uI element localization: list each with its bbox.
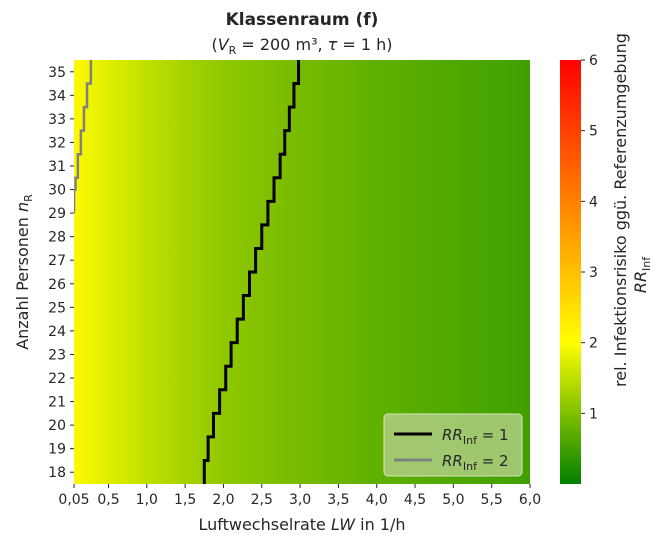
x-tick-label: 2,5 xyxy=(251,492,273,508)
x-tick-label: 0,5 xyxy=(97,492,119,508)
x-tick-label: 3,5 xyxy=(327,492,349,508)
y-tick-label: 23 xyxy=(48,347,66,363)
y-tick-label: 34 xyxy=(48,88,66,104)
y-tick-label: 21 xyxy=(48,395,66,411)
colorbar-tick-label: 5 xyxy=(589,124,598,140)
y-tick-label: 27 xyxy=(48,253,66,269)
legend: RRInf = 1 RRInf = 2 xyxy=(383,413,523,477)
colorbar-tick-label: 3 xyxy=(589,265,598,281)
x-tick-label: 0,05 xyxy=(58,492,89,508)
contour-lines xyxy=(74,60,301,484)
y-tick-label: 32 xyxy=(48,135,66,151)
colorbar-label-line1: rel. Infektionsrisiko ggü. Referenzumgeb… xyxy=(611,33,630,387)
y-tick-label: 30 xyxy=(48,183,66,199)
x-tick-label: 3,0 xyxy=(289,492,311,508)
y-tick-label: 26 xyxy=(48,277,66,293)
y-axis-label: Anzahl Personen nR xyxy=(13,194,35,350)
y-tick-label: 25 xyxy=(48,300,66,316)
colorbar-tick-label: 2 xyxy=(589,336,598,352)
y-tick-label: 35 xyxy=(48,65,66,81)
contour-line-2 xyxy=(74,60,93,214)
colorbar-label-line2: RRInf xyxy=(631,256,653,293)
x-axis-label: Luftwechselrate LW in 1/h xyxy=(198,515,405,534)
y-axis-ticks: 18 19 20 21 22 23 24 25 26 27 28 29 30 31 32 33 34 35 xyxy=(48,65,74,481)
y-tick-label: 33 xyxy=(48,112,66,128)
x-tick-label: 4,5 xyxy=(404,492,426,508)
y-tick-label: 28 xyxy=(48,230,66,246)
colorbar-ticks: 1 2 3 4 5 6 xyxy=(581,53,598,422)
legend-label-rr1: RRInf = 1 xyxy=(442,426,509,447)
x-tick-label: 5,5 xyxy=(481,492,503,508)
chart-subtitle: (VR = 200 m³, τ = 1 h) xyxy=(211,35,392,57)
colorbar-tick-label: 1 xyxy=(589,406,598,422)
x-tick-label: 1,0 xyxy=(136,492,158,508)
x-tick-label: 4,0 xyxy=(366,492,388,508)
x-tick-label: 6,0 xyxy=(519,492,541,508)
colorbar xyxy=(560,60,581,484)
y-tick-label: 22 xyxy=(48,371,66,387)
y-tick-label: 24 xyxy=(48,324,66,340)
colorbar-tick-label: 4 xyxy=(589,194,598,210)
y-tick-label: 19 xyxy=(48,442,66,458)
legend-label-rr2: RRInf = 2 xyxy=(442,452,509,473)
y-tick-label: 29 xyxy=(48,206,66,222)
y-tick-label: 20 xyxy=(48,418,66,434)
heatmap-field xyxy=(74,60,530,484)
x-tick-label: 1,5 xyxy=(174,492,196,508)
colorbar-tick-label: 6 xyxy=(589,53,598,69)
x-tick-label: 2,0 xyxy=(212,492,234,508)
y-tick-label: 31 xyxy=(48,159,66,175)
y-tick-label: 18 xyxy=(48,465,66,481)
x-tick-label: 5,0 xyxy=(442,492,464,508)
chart-title: Klassenraum (f) xyxy=(226,10,379,30)
x-axis-ticks: 0,05 0,5 1,0 1,5 2,0 2,5 3,0 3,5 4,0 4,5 5,0 5,5 6,0 xyxy=(58,484,541,508)
contour-line-1 xyxy=(202,60,301,484)
